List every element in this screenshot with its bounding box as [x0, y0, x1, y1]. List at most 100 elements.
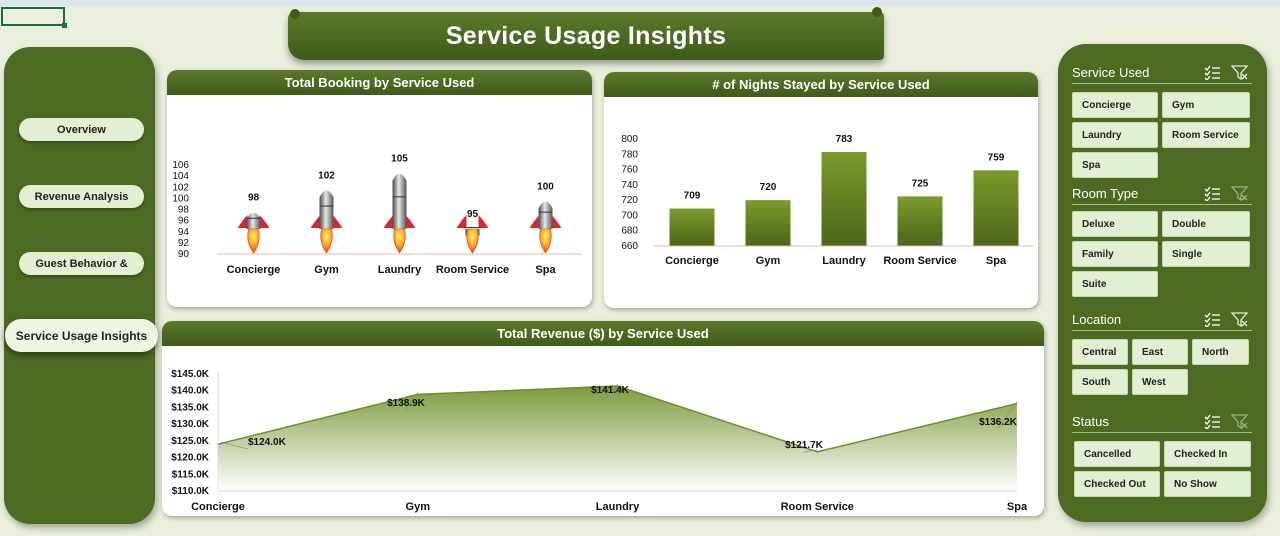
rocket-body: [538, 201, 553, 229]
data-label: 783: [836, 134, 853, 145]
slicer-option-laundry[interactable]: Laundry: [1072, 122, 1158, 148]
nights-chart: 800 780 760 740 720 700 680 660 709 Concierge 720 G…: [621, 134, 1034, 267]
slicer-option-west[interactable]: West: [1132, 369, 1188, 395]
slicer-option-no-show[interactable]: No Show: [1164, 471, 1251, 497]
booking-chart-title: Total Booking by Service Used: [167, 70, 592, 95]
clear-filter-icon[interactable]: [1231, 65, 1248, 80]
rocket-body: [319, 190, 334, 229]
y-tick-label: $130.0K: [171, 419, 210, 430]
banner-curl-right: [872, 7, 882, 17]
revenue-chart-title: Total Revenue ($) by Service Used: [162, 321, 1044, 346]
rocket-fin: [259, 215, 270, 228]
y-tick-label: 104: [172, 171, 189, 182]
slicer-option-south[interactable]: South: [1072, 369, 1128, 395]
x-tick-label: Room Service: [436, 264, 509, 276]
y-tick-label: 740: [621, 180, 638, 191]
slicer-location: Location Central East North South West: [1072, 309, 1252, 395]
nav-overview-button[interactable]: Overview: [19, 118, 144, 141]
slicer-option-room-service[interactable]: Room Service: [1162, 122, 1250, 148]
filter-panel: Service Used Concierge Gym Laundry Room …: [1058, 44, 1267, 522]
bar: [821, 151, 867, 246]
slicer-option-single[interactable]: Single: [1162, 241, 1250, 267]
y-tick-label: 720: [621, 195, 638, 206]
nav-service-usage-button[interactable]: Service Usage Insights: [5, 319, 158, 352]
leader-line: [405, 392, 419, 411]
slicer-header: Room Type: [1072, 183, 1252, 205]
slicer-option-concierge[interactable]: Concierge: [1072, 92, 1158, 118]
multi-select-icon[interactable]: [1204, 312, 1221, 327]
rocket-flame: [247, 228, 260, 254]
slicer-option-central[interactable]: Central: [1072, 339, 1128, 365]
clear-filter-icon[interactable]: [1231, 414, 1248, 429]
rocket-icon: [383, 173, 416, 254]
slicer-option-family[interactable]: Family: [1072, 241, 1158, 267]
y-tick-label: 680: [621, 226, 638, 237]
data-label: 759: [988, 152, 1005, 163]
bar: [973, 170, 1019, 246]
rocket-flame: [466, 228, 479, 254]
slicer-option-spa[interactable]: Spa: [1072, 152, 1158, 178]
rocket-flame: [393, 228, 406, 254]
data-label: $141.4K: [591, 385, 630, 396]
slicer-option-double[interactable]: Double: [1162, 211, 1250, 237]
slicer-option-deluxe[interactable]: Deluxe: [1072, 211, 1158, 237]
area-series: [218, 386, 1017, 491]
x-tick-label: Concierge: [665, 255, 719, 267]
y-tick-label: 94: [178, 227, 190, 238]
y-tick-label: 90: [178, 249, 190, 260]
x-tick-label: Concierge: [227, 264, 281, 276]
y-tick-label: 760: [621, 165, 638, 176]
x-tick-label: Concierge: [191, 501, 245, 513]
bar: [897, 196, 943, 246]
leader-line: [803, 449, 818, 453]
rocket-fin: [405, 215, 416, 228]
slicer-option-gym[interactable]: Gym: [1162, 92, 1250, 118]
leader-line: [997, 401, 1018, 430]
leader-line: [609, 383, 618, 398]
selected-cell[interactable]: [1, 7, 67, 28]
x-tick-label: Gym: [406, 501, 431, 513]
multi-select-icon[interactable]: [1204, 414, 1221, 429]
slicer-room-type: Room Type Deluxe Double Family Single Su…: [1072, 183, 1252, 297]
booking-chart: 106104102100989694929098Concierge102Gym1…: [172, 154, 582, 276]
revenue-chart-card: Total Revenue ($) by Service Used $145.0…: [162, 321, 1044, 516]
slicer-header: Service Used: [1072, 62, 1252, 84]
data-label: $138.9K: [387, 398, 426, 409]
leader-line: [220, 441, 249, 450]
slicer-option-cancelled[interactable]: Cancelled: [1074, 441, 1160, 467]
y-tick-label: $135.0K: [171, 402, 210, 413]
multi-select-icon[interactable]: [1204, 65, 1221, 80]
x-tick-label: Room Service: [883, 255, 956, 267]
data-label: 95: [467, 209, 479, 220]
nights-chart-title: # of Nights Stayed by Service Used: [604, 72, 1038, 97]
slicer-option-checked-in[interactable]: Checked In: [1164, 441, 1251, 467]
slicer-option-suite[interactable]: Suite: [1072, 271, 1158, 297]
nights-chart-card: # of Nights Stayed by Service Used 800 78…: [604, 72, 1038, 308]
x-tick-label: Laundry: [822, 255, 866, 267]
y-tick-label: $115.0K: [172, 469, 210, 480]
slicer-option-north[interactable]: North: [1192, 339, 1249, 365]
booking-chart-card: Total Booking by Service Used 106 104 102 1…: [167, 70, 592, 307]
slicer-title: Service Used: [1072, 65, 1150, 80]
y-tick-label: $145.0K: [171, 369, 210, 380]
rocket-fin: [237, 215, 248, 228]
banner-curl-left: [290, 9, 300, 19]
rocket-body: [246, 212, 261, 229]
clear-filter-icon[interactable]: [1231, 312, 1248, 327]
data-label: 720: [760, 182, 777, 193]
y-tick-label: 96: [178, 216, 190, 227]
slicer-status: Status Cancelled Checked In Checked Out …: [1072, 411, 1252, 497]
y-tick-label: 98: [178, 205, 190, 216]
x-tick-label: Spa: [1007, 501, 1028, 513]
clear-filter-icon[interactable]: [1231, 186, 1248, 201]
slicer-option-checked-out[interactable]: Checked Out: [1074, 471, 1160, 497]
y-tick-label: $140.0K: [171, 386, 210, 397]
nav-revenue-analysis-button[interactable]: Revenue Analysis: [19, 185, 144, 208]
nav-guest-behavior-button[interactable]: Guest Behavior &: [19, 252, 144, 275]
x-tick-label: Gym: [314, 264, 339, 276]
rocket-flame: [320, 228, 333, 254]
multi-select-icon[interactable]: [1204, 186, 1221, 201]
slicer-option-east[interactable]: East: [1132, 339, 1188, 365]
data-label: 709: [684, 191, 701, 202]
y-tick-label: 660: [621, 241, 638, 252]
